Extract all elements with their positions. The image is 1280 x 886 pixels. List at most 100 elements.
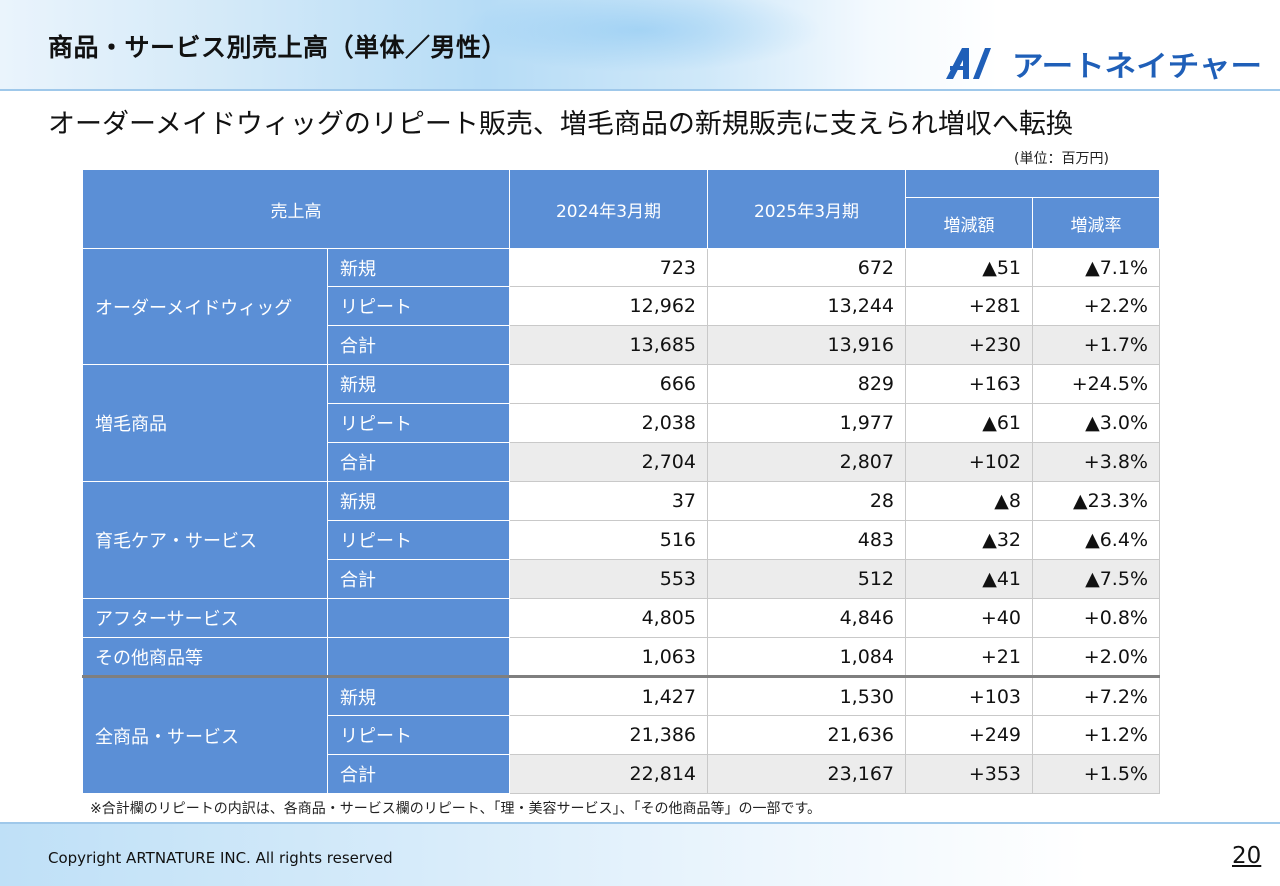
value-fy2024: 2,704 [509, 442, 708, 482]
category-label: 育毛ケア・サービス [82, 481, 328, 599]
value-diff: ▲41 [905, 559, 1033, 599]
value-fy2025: 13,916 [707, 325, 906, 365]
table-row: リピート 12,962 13,244 +281 +2.2% [83, 286, 1160, 326]
header-sales: 売上高 [82, 169, 510, 249]
value-diff: +249 [905, 715, 1033, 755]
row-label: 合計 [327, 559, 510, 599]
value-fy2025: 512 [707, 559, 906, 599]
value-diff: +40 [905, 598, 1033, 638]
value-rate: +1.2% [1032, 715, 1160, 755]
header-fy2024: 2024年3月期 [509, 169, 708, 249]
value-rate: ▲23.3% [1032, 481, 1160, 521]
header-change-amount: 増減額 [905, 197, 1033, 249]
value-fy2025: 21,636 [707, 715, 906, 755]
value-fy2024: 4,805 [509, 598, 708, 638]
value-fy2025: 4,846 [707, 598, 906, 638]
value-rate: +2.2% [1032, 286, 1160, 326]
footer-divider [0, 822, 1280, 824]
value-rate: +7.2% [1032, 675, 1160, 716]
value-rate: +1.7% [1032, 325, 1160, 365]
value-fy2025: 1,084 [707, 637, 906, 677]
logo-mark-icon [946, 48, 991, 79]
value-fy2024: 21,386 [509, 715, 708, 755]
value-rate: +0.8% [1032, 598, 1160, 638]
header-change-group [905, 169, 1160, 198]
value-fy2025: 23,167 [707, 754, 906, 794]
header-change-rate: 増減率 [1032, 197, 1160, 249]
value-rate: ▲6.4% [1032, 520, 1160, 560]
row-label: 新規 [327, 481, 510, 521]
value-diff: +102 [905, 442, 1033, 482]
table-row: リピート 516 483 ▲32 ▲6.4% [83, 520, 1160, 560]
value-fy2025: 672 [707, 248, 906, 287]
table-row: 合計 2,704 2,807 +102 +3.8% [83, 442, 1160, 482]
table-row: オーダーメイドウィッグ 新規 723 672 ▲51 ▲7.1% [82, 248, 1160, 365]
value-diff: +353 [905, 754, 1033, 794]
value-diff: ▲61 [905, 403, 1033, 443]
row-label-empty [327, 637, 510, 677]
row-label-empty [327, 598, 510, 638]
row-label: 合計 [327, 325, 510, 365]
row-label: 新規 [327, 248, 510, 287]
value-fy2024: 13,685 [509, 325, 708, 365]
value-fy2024: 553 [509, 559, 708, 599]
header-divider [0, 89, 1280, 91]
table-row: その他商品等 1,063 1,084 +21 +2.0% [82, 637, 1160, 677]
value-fy2025: 2,807 [707, 442, 906, 482]
value-fy2025: 1,977 [707, 403, 906, 443]
value-fy2024: 666 [509, 364, 708, 404]
value-rate: +24.5% [1032, 364, 1160, 404]
row-label: 合計 [327, 754, 510, 794]
value-diff: +103 [905, 675, 1033, 716]
unit-note: (単位：百万円) [1014, 151, 1109, 167]
footnote: ※合計欄のリピートの内訳は、各商品・サービス欄のリピート、「理・美容サービス」、… [90, 801, 822, 817]
value-diff: +230 [905, 325, 1033, 365]
header-fy2025: 2025年3月期 [707, 169, 906, 249]
value-diff: +163 [905, 364, 1033, 404]
footer-band [0, 822, 1280, 886]
header-row-bottom: 増減額 増減率 [83, 197, 1160, 249]
value-fy2025: 829 [707, 364, 906, 404]
row-label: リピート [327, 715, 510, 755]
value-rate: +1.5% [1032, 754, 1160, 794]
header-row-top: 売上高 2024年3月期 2025年3月期 [82, 169, 1160, 249]
category-label: 増毛商品 [82, 364, 328, 482]
table-row: 合計 13,685 13,916 +230 +1.7% [83, 325, 1160, 365]
copyright-text: Copyright ARTNATURE INC. All rights rese… [48, 849, 393, 867]
category-label: その他商品等 [82, 637, 328, 677]
value-fy2025: 13,244 [707, 286, 906, 326]
row-label: 合計 [327, 442, 510, 482]
row-label: 新規 [327, 675, 510, 716]
table-row: 合計 22,814 23,167 +353 +1.5% [83, 754, 1160, 794]
category-label: オーダーメイドウィッグ [82, 248, 328, 365]
table-row: 育毛ケア・サービス 新規 37 28 ▲8 ▲23.3% [82, 481, 1160, 599]
row-label: リピート [327, 286, 510, 326]
value-fy2024: 1,063 [509, 637, 708, 677]
value-diff: +281 [905, 286, 1033, 326]
value-rate: +3.8% [1032, 442, 1160, 482]
value-diff: +21 [905, 637, 1033, 677]
value-rate: +2.0% [1032, 637, 1160, 677]
value-fy2024: 516 [509, 520, 708, 560]
page-title: 商品・サービス別売上高（単体／男性） [48, 33, 508, 62]
table-row: アフターサービス 4,805 4,846 +40 +0.8% [82, 598, 1160, 638]
sales-table: 売上高 2024年3月期 2025年3月期 増減額 増減率 オーダーメイドウィッ… [82, 169, 1160, 794]
header-band [0, 0, 1280, 90]
artnature-logo: アートネイチャー [946, 48, 1262, 82]
row-label: リピート [327, 403, 510, 443]
value-fy2024: 12,962 [509, 286, 708, 326]
value-rate: ▲7.5% [1032, 559, 1160, 599]
value-diff: ▲8 [905, 481, 1033, 521]
slide-subtitle: オーダーメイドウィッグのリピート販売、増毛商品の新規販売に支えられ増収へ転換 [48, 109, 1073, 140]
row-label: 新規 [327, 364, 510, 404]
value-diff: ▲51 [905, 248, 1033, 287]
value-fy2024: 22,814 [509, 754, 708, 794]
page-number: 20 [1232, 843, 1262, 869]
value-fy2024: 2,038 [509, 403, 708, 443]
value-fy2025: 28 [707, 481, 906, 521]
value-rate: ▲3.0% [1032, 403, 1160, 443]
category-label: 全商品・サービス [82, 675, 328, 794]
value-fy2024: 1,427 [509, 675, 708, 716]
table-row: 増毛商品 新規 666 829 +163 +24.5% [82, 364, 1160, 482]
table-row: リピート 21,386 21,636 +249 +1.2% [83, 715, 1160, 755]
